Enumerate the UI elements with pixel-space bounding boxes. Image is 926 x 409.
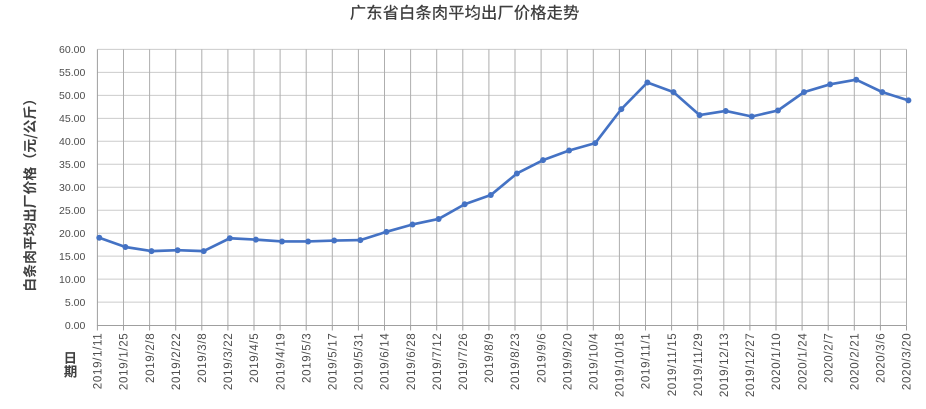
svg-text:20.00: 20.00 [59, 228, 85, 240]
svg-text:2019/11/29: 2019/11/29 [693, 333, 705, 397]
svg-text:2020/3/6: 2020/3/6 [876, 333, 888, 383]
svg-text:2019/6/28: 2019/6/28 [406, 333, 418, 390]
svg-text:2019/6/14: 2019/6/14 [380, 333, 392, 390]
svg-text:2019/2/22: 2019/2/22 [171, 333, 183, 390]
svg-text:2019/8/9: 2019/8/9 [484, 333, 496, 383]
svg-text:2019/5/17: 2019/5/17 [328, 333, 340, 390]
svg-text:2019/9/6: 2019/9/6 [536, 333, 548, 383]
svg-text:2020/2/21: 2020/2/21 [850, 333, 862, 390]
svg-text:2019/4/5: 2019/4/5 [249, 333, 261, 383]
svg-text:2019/11/1: 2019/11/1 [641, 333, 653, 390]
svg-text:2020/1/10: 2020/1/10 [771, 333, 783, 390]
svg-text:2019/4/19: 2019/4/19 [275, 333, 287, 390]
svg-text:30.00: 30.00 [59, 182, 85, 194]
svg-text:2019/1/11: 2019/1/11 [93, 333, 105, 390]
svg-text:2019/12/13: 2019/12/13 [719, 333, 731, 398]
svg-text:60.00: 60.00 [59, 44, 85, 56]
svg-text:2019/10/4: 2019/10/4 [589, 333, 601, 390]
svg-text:2019/11/15: 2019/11/15 [667, 333, 679, 397]
svg-text:2019/1/25: 2019/1/25 [119, 333, 131, 390]
svg-text:2019/10/18: 2019/10/18 [615, 333, 627, 398]
svg-text:2019/8/23: 2019/8/23 [510, 333, 522, 390]
svg-text:15.00: 15.00 [59, 251, 85, 263]
svg-text:5.00: 5.00 [65, 297, 86, 309]
svg-text:2020/3/20: 2020/3/20 [902, 333, 914, 390]
svg-text:35.00: 35.00 [59, 159, 85, 171]
svg-text:2019/5/31: 2019/5/31 [354, 333, 366, 390]
svg-text:2019/7/26: 2019/7/26 [458, 333, 470, 390]
svg-text:2019/7/12: 2019/7/12 [432, 333, 444, 390]
svg-text:45.00: 45.00 [59, 113, 85, 125]
svg-text:2019/3/22: 2019/3/22 [223, 333, 235, 390]
svg-text:2019/2/8: 2019/2/8 [145, 333, 157, 383]
svg-text:2020/2/7: 2020/2/7 [823, 333, 835, 383]
svg-text:10.00: 10.00 [59, 274, 85, 286]
svg-text:25.00: 25.00 [59, 205, 85, 217]
svg-text:50.00: 50.00 [59, 90, 85, 102]
svg-text:55.00: 55.00 [59, 67, 85, 79]
svg-text:2019/3/8: 2019/3/8 [197, 333, 209, 383]
svg-text:0.00: 0.00 [65, 320, 86, 332]
svg-text:2019/9/20: 2019/9/20 [562, 333, 574, 390]
svg-text:2019/5/3: 2019/5/3 [301, 333, 313, 383]
svg-text:40.00: 40.00 [59, 136, 85, 148]
svg-text:2020/1/24: 2020/1/24 [797, 333, 809, 390]
svg-text:2019/12/27: 2019/12/27 [745, 333, 757, 398]
